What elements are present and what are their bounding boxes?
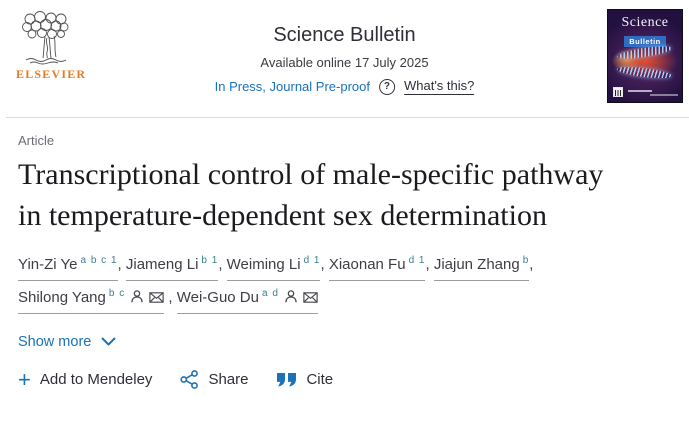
affiliation-superscript: d 1 — [303, 255, 321, 266]
author-xiaonan-fu[interactable]: Xiaonan Fu d 1 — [328, 251, 426, 281]
affiliation-superscript: a b c 1 — [80, 255, 118, 266]
elsevier-tree-icon — [16, 10, 78, 66]
affiliation-superscript: b c — [108, 288, 126, 299]
affiliation-superscript: a d — [261, 288, 279, 299]
show-more-label: Show more — [18, 334, 92, 350]
cite-button[interactable]: Cite — [276, 371, 333, 388]
chevron-down-icon — [101, 337, 116, 347]
journal-info: Science Bulletin Available online 17 Jul… — [215, 24, 475, 95]
elsevier-logo[interactable]: ELSEVIER — [16, 10, 87, 82]
author-wei-guo-du[interactable]: Wei-Guo Du a d — [176, 284, 318, 314]
journal-header: ELSEVIER Science Bulletin Available onli… — [0, 0, 689, 117]
cover-title-science: Science — [621, 15, 669, 30]
author-yin-zi-ye[interactable]: Yin-Zi Ye a b c 1 — [18, 251, 118, 281]
journal-cover-thumbnail[interactable]: Science Bulletin — [607, 9, 683, 103]
cover-footer-text-line2 — [650, 94, 678, 96]
share-button[interactable]: Share — [180, 370, 248, 389]
author-jiajun-zhang[interactable]: Jiajun Zhang b — [433, 251, 530, 281]
person-icon — [130, 289, 144, 304]
article-title: Transcriptional control of male-specific… — [18, 158, 604, 232]
article-content: Article Transcriptional control of male-… — [0, 133, 689, 392]
author-jiameng-li[interactable]: Jiameng Li b 1 — [125, 251, 219, 281]
envelope-icon — [303, 291, 318, 304]
cover-art-lattice-bottom — [616, 64, 672, 81]
person-icon — [284, 289, 298, 304]
whats-this-link[interactable]: What's this? — [403, 78, 475, 95]
add-to-mendeley-button[interactable]: + Add to Mendeley — [18, 366, 153, 392]
author-list: Yin-Zi Ye a b c 1, Jiameng Li b 1, Weiming… — [18, 251, 574, 317]
affiliation-superscript: d 1 — [408, 255, 426, 266]
cite-quote-icon — [276, 372, 297, 388]
in-press-link[interactable]: In Press, Journal Pre-proof — [214, 79, 370, 94]
press-status-row: In Press, Journal Pre-proof ? What's thi… — [215, 78, 475, 95]
envelope-icon — [149, 291, 164, 304]
show-more-button[interactable]: Show more — [18, 334, 116, 350]
cover-barcode — [613, 87, 623, 97]
article-action-bar: + Add to Mendeley Share — [18, 366, 671, 392]
affiliation-superscript: b — [522, 255, 530, 266]
cover-footer-text-line — [628, 90, 652, 92]
share-icon — [180, 370, 199, 389]
author-weiming-li[interactable]: Weiming Li d 1 — [226, 251, 321, 281]
question-mark-icon[interactable]: ? — [378, 78, 395, 95]
available-online-date: Available online 17 July 2025 — [260, 55, 429, 70]
elsevier-wordmark: ELSEVIER — [16, 67, 87, 81]
cover-title-badge: Bulletin — [608, 31, 682, 49]
plus-icon: + — [18, 366, 31, 392]
affiliation-superscript: b 1 — [201, 255, 219, 266]
author-shilong-yang[interactable]: Shilong Yang b c — [18, 284, 165, 314]
header-divider — [6, 117, 689, 118]
article-type-label: Article — [18, 133, 55, 148]
journal-title[interactable]: Science Bulletin — [273, 24, 416, 46]
